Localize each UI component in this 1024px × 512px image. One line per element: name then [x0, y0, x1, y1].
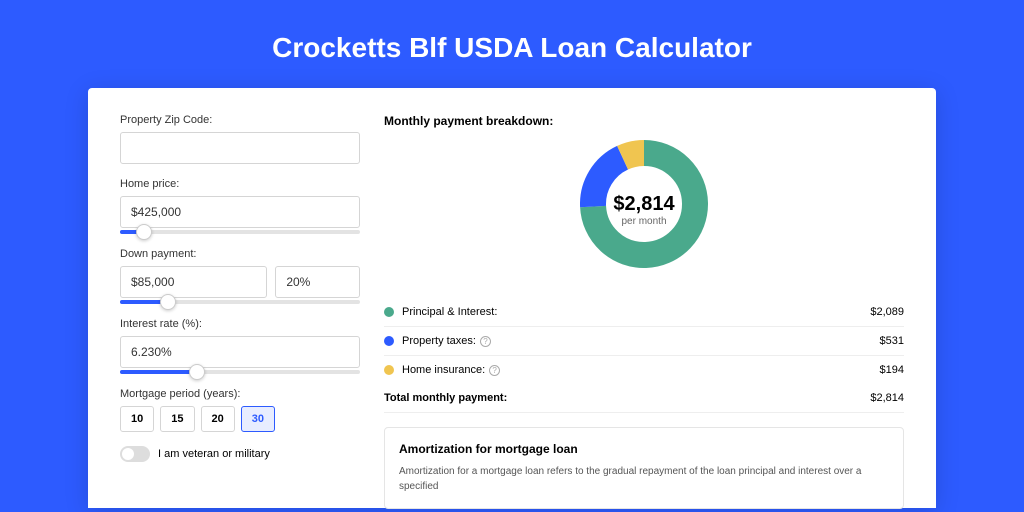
period-button-30[interactable]: 30: [241, 406, 275, 432]
input-panel: Property Zip Code: Home price: Down paym…: [120, 114, 360, 482]
calculator-card: Property Zip Code: Home price: Down paym…: [88, 88, 936, 508]
rate-slider[interactable]: [120, 370, 360, 374]
breakdown-title: Monthly payment breakdown:: [384, 114, 904, 128]
legend-dot: [384, 365, 394, 375]
rate-field: Interest rate (%):: [120, 318, 360, 374]
info-icon[interactable]: ?: [480, 336, 491, 347]
down-payment-label: Down payment:: [120, 248, 360, 260]
home-price-slider[interactable]: [120, 230, 360, 234]
period-button-10[interactable]: 10: [120, 406, 154, 432]
breakdown-item: Home insurance:?$194: [384, 356, 904, 384]
zip-label: Property Zip Code:: [120, 114, 360, 126]
legend-dot: [384, 336, 394, 346]
period-field: Mortgage period (years): 1015 2030: [120, 388, 360, 432]
period-button-15[interactable]: 15: [160, 406, 194, 432]
zip-field: Property Zip Code:: [120, 114, 360, 164]
home-price-input[interactable]: [120, 196, 360, 228]
breakdown-item-label: Home insurance:?: [402, 364, 880, 376]
breakdown-item: Property taxes:?$531: [384, 327, 904, 356]
breakdown-item: Principal & Interest:$2,089: [384, 298, 904, 327]
down-payment-pct-input[interactable]: [275, 266, 360, 298]
breakdown-item-label: Principal & Interest:: [402, 306, 870, 318]
rate-label: Interest rate (%):: [120, 318, 360, 330]
breakdown-item-value: $194: [880, 364, 904, 376]
donut-amount: $2,814: [613, 193, 674, 216]
page-title: Crocketts Blf USDA Loan Calculator: [0, 0, 1024, 88]
down-payment-input[interactable]: [120, 266, 267, 298]
breakdown-list: Principal & Interest:$2,089Property taxe…: [384, 298, 904, 384]
zip-input[interactable]: [120, 132, 360, 164]
amortization-card: Amortization for mortgage loan Amortizat…: [384, 427, 904, 509]
period-button-20[interactable]: 20: [201, 406, 235, 432]
total-value: $2,814: [870, 392, 904, 404]
veteran-row: I am veteran or military: [120, 446, 360, 462]
donut-chart: $2,814 per month: [384, 140, 904, 280]
amortization-text: Amortization for a mortgage loan refers …: [399, 464, 889, 494]
total-row: Total monthly payment: $2,814: [384, 384, 904, 413]
breakdown-item-value: $531: [880, 335, 904, 347]
home-price-field: Home price:: [120, 178, 360, 234]
down-payment-field: Down payment:: [120, 248, 360, 304]
donut-sub: per month: [613, 216, 674, 227]
period-label: Mortgage period (years):: [120, 388, 360, 400]
donut-center: $2,814 per month: [613, 193, 674, 227]
info-icon[interactable]: ?: [489, 365, 500, 376]
veteran-label: I am veteran or military: [158, 448, 270, 460]
down-payment-slider[interactable]: [120, 300, 360, 304]
breakdown-item-value: $2,089: [870, 306, 904, 318]
period-button-group: 1015 2030: [120, 406, 360, 432]
legend-dot: [384, 307, 394, 317]
veteran-toggle[interactable]: [120, 446, 150, 462]
rate-input[interactable]: [120, 336, 360, 368]
home-price-label: Home price:: [120, 178, 360, 190]
amortization-title: Amortization for mortgage loan: [399, 442, 889, 456]
total-label: Total monthly payment:: [384, 392, 870, 404]
results-panel: Monthly payment breakdown: $2,814 per mo…: [384, 114, 904, 482]
breakdown-item-label: Property taxes:?: [402, 335, 880, 347]
